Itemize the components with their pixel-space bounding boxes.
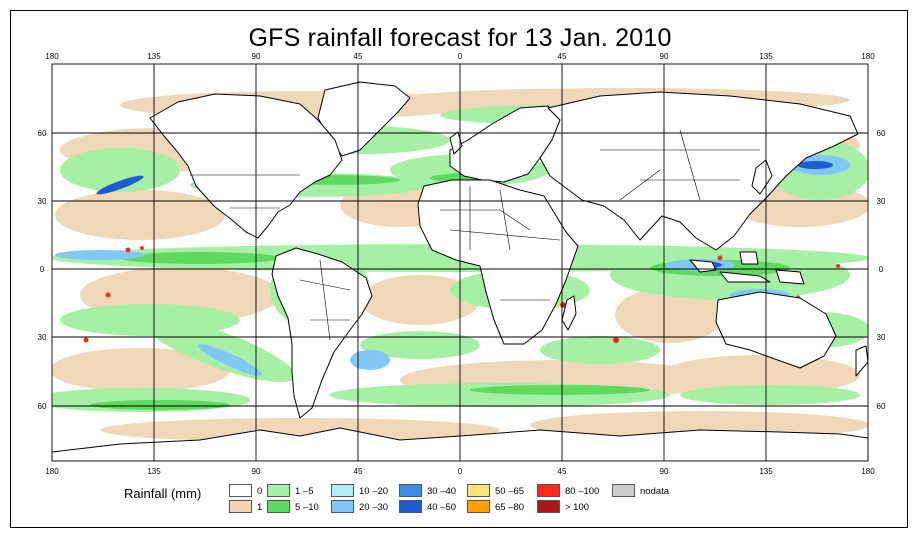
lon-tick-top: 90 <box>252 52 261 61</box>
legend-label: 20 –30 <box>359 502 389 513</box>
legend-label: 0 <box>257 486 263 497</box>
legend-swatch <box>467 484 490 497</box>
lon-tick-bottom: 135 <box>759 467 773 476</box>
legend-swatch <box>331 484 354 497</box>
lon-tick-bottom: 90 <box>252 467 261 476</box>
lon-tick-top: 45 <box>558 52 567 61</box>
lat-tick-left: 0 <box>40 265 45 274</box>
legend-label: 10 –20 <box>359 486 389 497</box>
legend-label: nodata <box>640 486 670 497</box>
lat-tick-right: 30 <box>877 197 886 206</box>
rainfall-field <box>52 81 868 461</box>
legend-label: 50 –65 <box>495 486 525 497</box>
axis-labels: 180 135 90 45 0 45 90 135 180 180 135 90… <box>38 52 886 476</box>
lat-tick-left: 30 <box>38 333 47 342</box>
legend-label: 65 –80 <box>495 502 525 513</box>
legend-swatch <box>537 484 560 497</box>
lat-tick-left: 30 <box>38 197 47 206</box>
lat-tick-left: 60 <box>38 402 47 411</box>
lon-tick-bottom: 135 <box>147 467 161 476</box>
legend-swatch <box>612 484 635 497</box>
lon-tick-bottom: 90 <box>660 467 669 476</box>
legend-swatch <box>229 500 252 513</box>
lat-tick-right: 60 <box>877 402 886 411</box>
legend-label: 40 –50 <box>427 502 457 513</box>
lat-tick-right: 60 <box>877 129 886 138</box>
lat-tick-left: 60 <box>38 129 47 138</box>
legend-swatch <box>467 500 490 513</box>
lon-tick-bottom: 180 <box>45 467 59 476</box>
lat-tick-right: 0 <box>879 265 884 274</box>
legend-label: 1 –5 <box>295 486 314 497</box>
legend-label: 1 <box>257 502 263 513</box>
lon-tick-bottom: 180 <box>861 467 875 476</box>
legend-swatch <box>267 484 290 497</box>
legend-swatch <box>229 484 252 497</box>
legend-label: 30 –40 <box>427 486 457 497</box>
lon-tick-top: 135 <box>759 52 773 61</box>
lon-tick-top: 90 <box>660 52 669 61</box>
legend-title: Rainfall (mm) <box>124 486 202 501</box>
lon-tick-top: 180 <box>861 52 875 61</box>
lon-tick-top: 180 <box>45 52 59 61</box>
legend-label: > 100 <box>565 502 590 513</box>
figure-frame <box>10 10 908 528</box>
legend-swatch <box>267 500 290 513</box>
lat-lon-grid <box>51 63 869 462</box>
legend-swatch <box>399 484 422 497</box>
lon-tick-bottom: 0 <box>458 467 463 476</box>
map-title: GFS rainfall forecast for 13 Jan. 2010 <box>248 24 672 52</box>
legend-label: 5 –10 <box>295 502 319 513</box>
lon-tick-bottom: 45 <box>558 467 567 476</box>
lon-tick-top: 45 <box>354 52 363 61</box>
legend-swatch <box>537 500 560 513</box>
lon-tick-bottom: 45 <box>354 467 363 476</box>
legend-label: 80 –100 <box>565 486 600 497</box>
lon-tick-top: 135 <box>147 52 161 61</box>
lon-tick-top: 0 <box>458 52 463 61</box>
legend-swatch <box>399 500 422 513</box>
legend-swatch <box>331 500 354 513</box>
lat-tick-right: 30 <box>877 333 886 342</box>
